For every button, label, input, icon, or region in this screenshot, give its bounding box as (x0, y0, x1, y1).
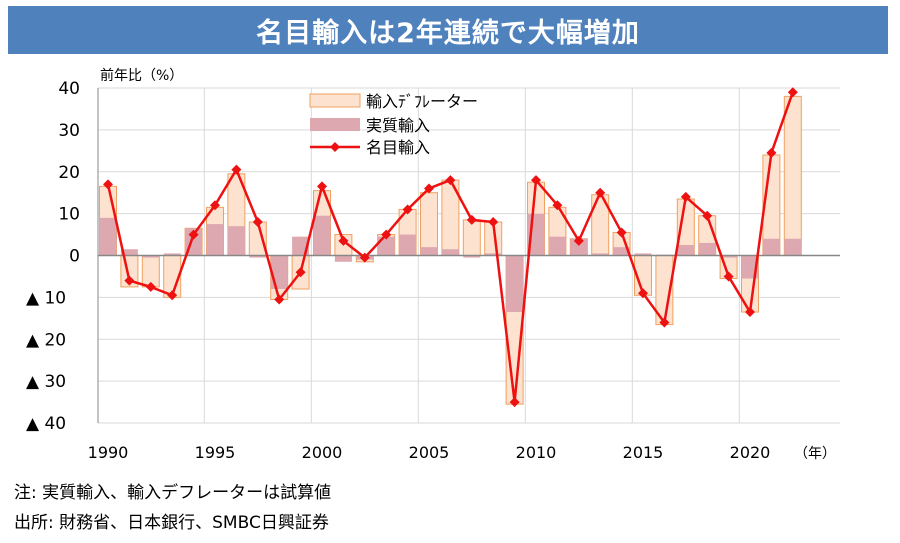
real-import-bar (399, 234, 417, 256)
nominal-import-marker (638, 288, 648, 299)
real-import-bar (313, 215, 331, 256)
nominal-import-marker (787, 87, 798, 98)
real-import-bar (441, 249, 459, 256)
real-import-bar (463, 255, 481, 258)
nominal-import-marker (231, 164, 242, 175)
real-import-bar (142, 255, 160, 258)
y-tick-label: 20 (58, 163, 80, 183)
nominal-import-marker (531, 175, 541, 186)
real-import-bar (720, 255, 738, 258)
nominal-import-marker (295, 267, 306, 278)
nominal-import-marker (509, 397, 520, 408)
real-import-bar (762, 238, 780, 256)
real-import-bar (377, 236, 395, 256)
deflator-bar (462, 219, 481, 256)
nominal-import-marker (488, 217, 499, 227)
nominal-import-marker (167, 290, 178, 301)
nominal-import-marker (359, 252, 370, 263)
real-import-bar (570, 238, 588, 256)
nominal-import-marker (145, 281, 156, 292)
x-tick-label: 2005 (409, 443, 450, 462)
y-axis-label: 前年比（%） (100, 67, 183, 84)
nominal-import-marker (745, 307, 755, 318)
deflator-bar (248, 221, 267, 256)
chart-title: 名目輸入は2年連続で大幅増加 (8, 6, 888, 54)
x-unit-label: （年） (794, 446, 836, 462)
real-import-bar (420, 247, 438, 256)
nominal-import-marker (124, 275, 135, 286)
nominal-import-marker (595, 187, 606, 198)
nominal-import-marker (680, 191, 691, 202)
deflator-bar (420, 192, 438, 256)
x-tick-label: 1995 (195, 443, 236, 462)
x-tick-label: 1990 (88, 443, 129, 462)
real-import-bar (249, 255, 267, 258)
y-tick-label: 30 (58, 121, 80, 141)
nominal-import-marker (445, 175, 456, 186)
real-import-bar (163, 253, 181, 256)
real-import-bar (613, 247, 631, 256)
source: 出所: 財務省、日本銀行、SMBC日興証券 (14, 513, 329, 533)
y-tick-label: ▲ 20 (26, 330, 66, 350)
real-import-bar (698, 242, 716, 256)
note: 注: 実質輸入、輸入デフレーターは試算値 (14, 483, 332, 503)
legend-label: 輸入ﾃﾞﾌﾚーター (366, 92, 478, 111)
real-import-bar (784, 238, 802, 256)
real-import-bar (484, 253, 502, 256)
nominal-import-marker (424, 183, 434, 194)
real-import-bar (120, 249, 138, 256)
real-import-bar (506, 255, 524, 313)
nominal-import-marker (723, 271, 734, 282)
real-import-bar (334, 255, 352, 262)
nominal-import-marker (552, 200, 563, 211)
real-import-bar (634, 253, 652, 256)
x-tick-label: 2015 (623, 443, 664, 462)
nominal-import-marker (766, 147, 777, 158)
real-import-bar (677, 245, 695, 256)
real-import-bar (206, 224, 224, 256)
y-tick-label: ▲ 10 (26, 288, 66, 308)
y-tick-label: ▲ 40 (26, 414, 66, 434)
nominal-import-marker (466, 214, 477, 225)
y-tick-label: 10 (58, 205, 80, 225)
real-import-bar (270, 255, 288, 289)
real-import-bar (548, 236, 566, 256)
real-import-bar (99, 217, 117, 256)
nominal-import-marker (402, 204, 413, 215)
nominal-import-marker (659, 317, 670, 328)
legend-marker-nominal (330, 142, 340, 152)
nominal-import-marker (103, 179, 113, 190)
y-tick-label: 40 (58, 79, 80, 99)
legend-label: 実質輸入 (366, 116, 430, 135)
x-tick-label: 2010 (516, 443, 557, 462)
nominal-import-marker (702, 210, 713, 221)
legend-label: 名目輸入 (366, 138, 430, 157)
real-import-bar (591, 253, 609, 256)
nominal-import-marker (616, 227, 627, 238)
legend-swatch-deflator (309, 93, 361, 108)
nominal-import-marker (317, 181, 327, 192)
x-tick-label: 2020 (730, 443, 771, 462)
nominal-import-marker (252, 217, 263, 227)
nominal-import-marker (573, 235, 584, 246)
nominal-import-marker (338, 235, 349, 246)
legend-swatch-real (310, 118, 360, 131)
x-tick-label: 2000 (302, 443, 343, 462)
deflator-bar (783, 95, 802, 256)
real-import-bar (227, 226, 245, 256)
y-tick-label: 0 (69, 247, 80, 267)
nominal-import-marker (381, 229, 392, 240)
nominal-import-marker (274, 294, 285, 305)
nominal-import-marker (188, 229, 199, 240)
nominal-import-marker (210, 200, 220, 211)
y-tick-label: ▲ 30 (26, 372, 66, 392)
